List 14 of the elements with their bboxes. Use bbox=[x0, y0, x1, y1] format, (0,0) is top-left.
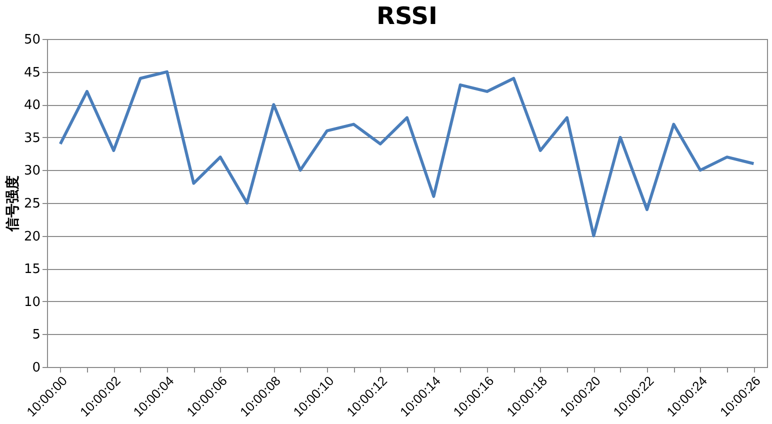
y-axis-title: 信号强度 bbox=[4, 176, 21, 232]
y-tick-label: 40 bbox=[24, 98, 40, 114]
y-tick-label: 50 bbox=[24, 32, 40, 48]
y-tick-label: 25 bbox=[24, 196, 40, 212]
y-tick-label: 20 bbox=[24, 229, 40, 244]
y-tick-label: 15 bbox=[24, 262, 40, 278]
chart-title: RSSI bbox=[376, 2, 438, 30]
y-tick-label: 0 bbox=[32, 360, 40, 376]
y-tick-label: 35 bbox=[24, 130, 40, 146]
line-series bbox=[58, 70, 756, 238]
y-tick-label: 5 bbox=[32, 328, 40, 343]
y-tick-label: 45 bbox=[24, 65, 40, 80]
y-tick-label: 10 bbox=[24, 294, 40, 310]
y-tick-label: 30 bbox=[24, 164, 40, 179]
